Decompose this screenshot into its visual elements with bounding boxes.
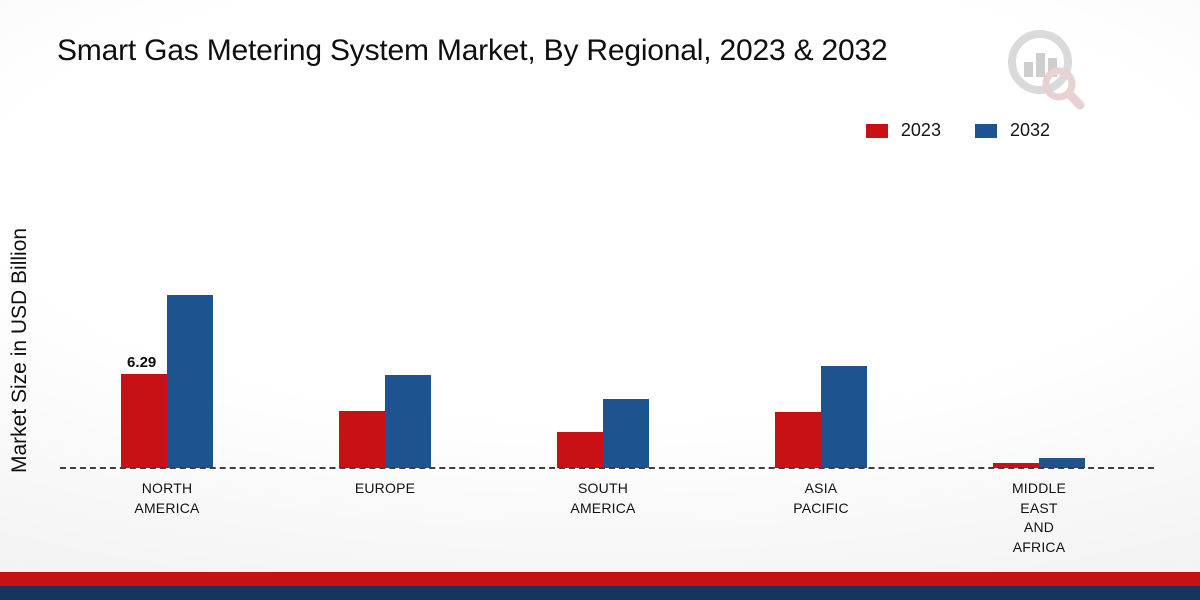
brand-logo-svg: [1008, 30, 1085, 110]
plot-area: 6.29: [58, 268, 1148, 468]
bar-2032-1[interactable]: [385, 375, 431, 468]
category-label-0: NORTH AMERICA: [134, 480, 200, 516]
bar-group-2: [494, 268, 712, 468]
category-labels-row: NORTH AMERICA EUROPE SOUTH AMERICA ASIA PAC…: [58, 479, 1148, 557]
bar-2032-0[interactable]: [167, 295, 213, 468]
footer-red-stripe: [0, 572, 1200, 586]
legend-swatch-2032-icon: [974, 123, 997, 138]
bar-group-0: 6.29: [58, 268, 276, 468]
legend-label-2032: 2032: [1009, 120, 1050, 140]
legend-item-2032[interactable]: 2032: [974, 120, 1050, 141]
legend-swatch-2023-icon: [865, 123, 888, 138]
chart-title: Smart Gas Metering System Market, By Reg…: [57, 34, 888, 67]
y-axis-label: Market Size in USD Billion: [8, 227, 31, 473]
bar-group-3: [712, 268, 930, 468]
bar-2023-4[interactable]: [993, 463, 1039, 468]
bar-2023-2[interactable]: [557, 432, 603, 468]
x-axis-baseline: [60, 467, 1154, 469]
bar-group-1: [276, 268, 494, 468]
bar-2032-3[interactable]: [821, 366, 867, 468]
bar-2023-3[interactable]: [775, 412, 821, 468]
legend-label-2023: 2023: [900, 120, 941, 140]
data-label-2023-0: 6.29: [127, 354, 157, 371]
legend: 2023 2032: [865, 120, 1050, 141]
category-label-3: ASIA PACIFIC: [793, 480, 849, 516]
legend-item-2023[interactable]: 2023: [865, 120, 941, 141]
category-label-4: MIDDLE EAST AND AFRICA: [1011, 480, 1067, 555]
bar-2023-1[interactable]: [339, 411, 385, 468]
bar-2032-4[interactable]: [1039, 458, 1085, 468]
category-label-2: SOUTH AMERICA: [570, 480, 636, 516]
footer-navy-stripe: [0, 586, 1200, 600]
brand-logo-icon: [996, 24, 1088, 117]
bar-2032-2[interactable]: [603, 399, 649, 468]
bar-group-4: [930, 268, 1148, 468]
bar-2023-0[interactable]: 6.29: [121, 354, 167, 468]
category-label-1: EUROPE: [354, 480, 416, 496]
